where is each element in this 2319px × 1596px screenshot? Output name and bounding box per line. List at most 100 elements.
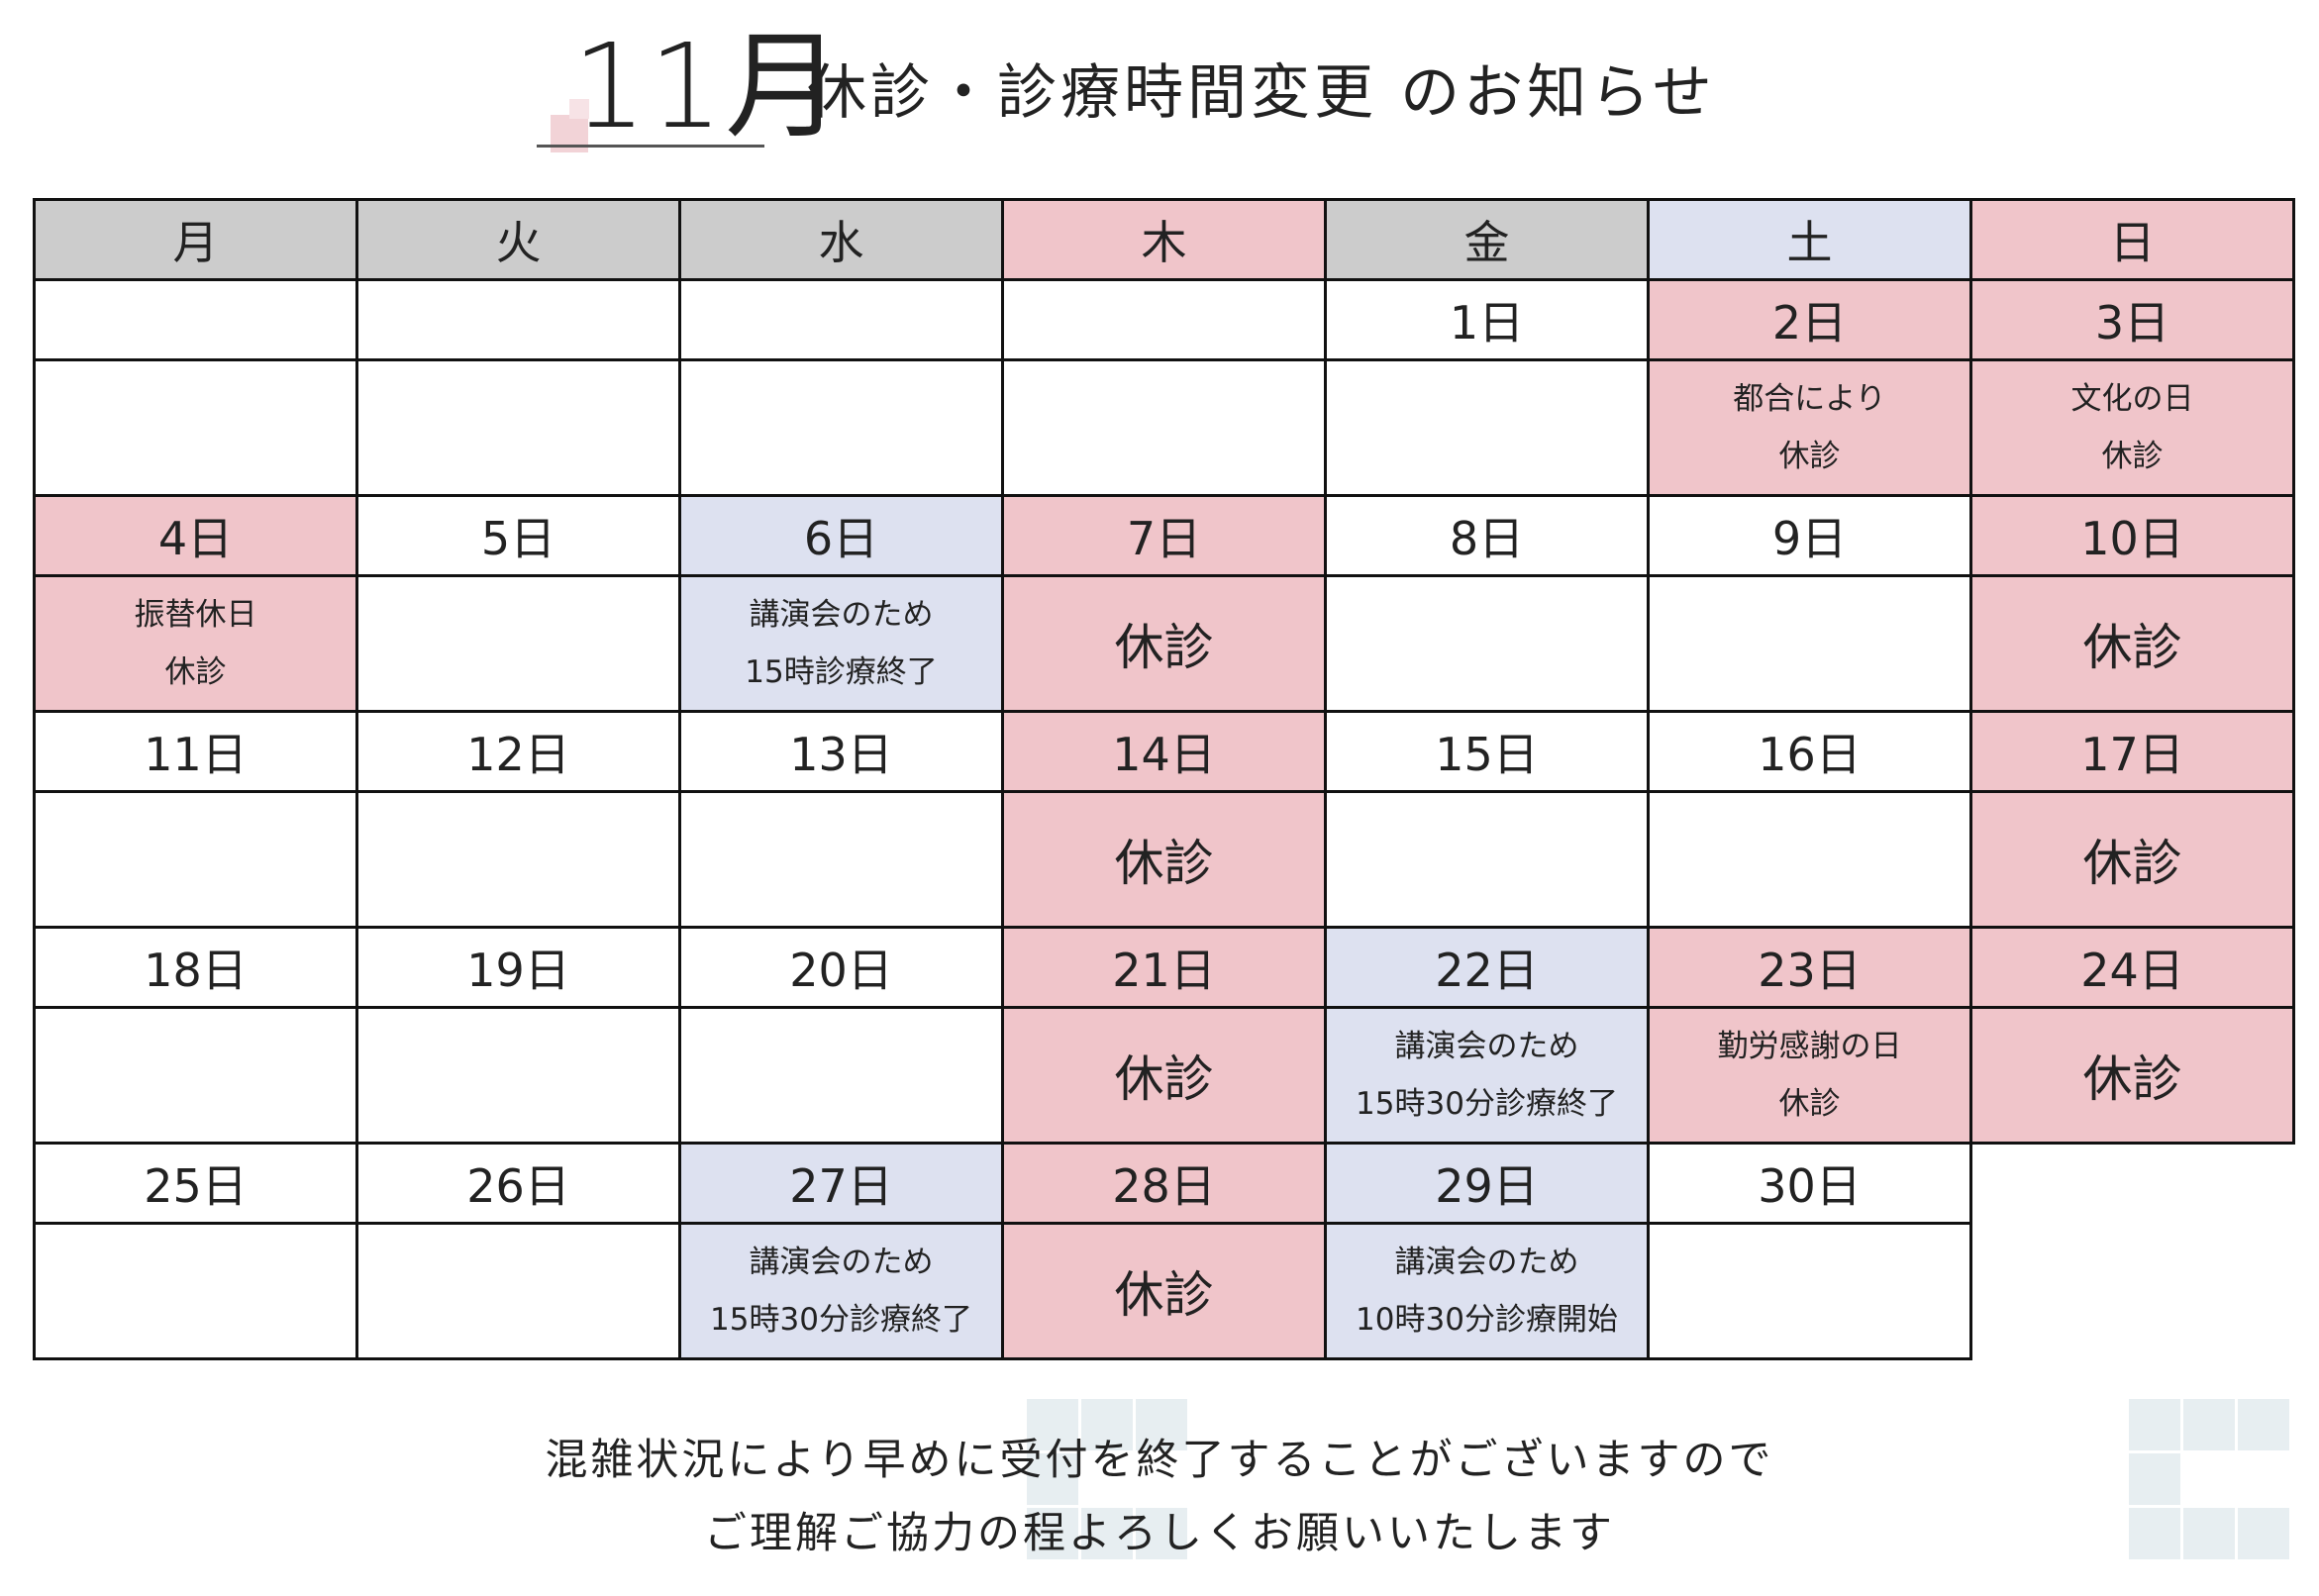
day-number — [33, 278, 358, 361]
day-note-line: 休診 — [1114, 1050, 1214, 1108]
note-row: 講演会のため 15時30分診療終了 休診 講演会のため 10時30分診療開始 — [33, 1222, 2294, 1360]
day-note: 文化の日 休診 — [1969, 358, 2295, 497]
day-note — [355, 790, 681, 929]
day-number: 15日 — [1324, 710, 1650, 793]
weekday-header: 金 — [1324, 198, 1650, 281]
day-number: 11日 — [33, 710, 358, 793]
note-row: 休診 休診 — [33, 790, 2295, 929]
day-number: 30日 — [1647, 1142, 1972, 1225]
day-number — [678, 278, 1004, 361]
day-note: 講演会のため 10時30分診療開始 — [1324, 1222, 1650, 1360]
day-note: 休診 — [1969, 790, 2295, 929]
day-number: 9日 — [1647, 494, 1972, 577]
day-note-line: 休診 — [1778, 439, 1841, 474]
day-number: 12日 — [355, 710, 681, 793]
day-note — [355, 574, 681, 713]
day-note-line: 文化の日 — [2070, 381, 2194, 417]
date-row: 1日 2日 3日 — [33, 278, 2295, 361]
day-note-line: 休診 — [1114, 835, 1214, 892]
day-note-line: 講演会のため — [1394, 1245, 1579, 1280]
day-note — [1647, 1222, 1972, 1360]
day-number: 23日 — [1647, 926, 1972, 1009]
title-decoration — [569, 99, 589, 119]
weekday-header: 土 — [1647, 198, 1972, 281]
day-note: 勤労感謝の日 休診 — [1647, 1006, 1972, 1145]
day-note — [1324, 790, 1650, 929]
day-note-line: 休診 — [2101, 439, 2164, 474]
day-number: 22日 — [1324, 926, 1650, 1009]
day-note: 振替休日 休診 — [33, 574, 358, 713]
day-number — [1001, 278, 1327, 361]
day-note-line: 15時診療終了 — [745, 654, 938, 690]
note-row: 振替休日 休診 講演会のため 15時診療終了 休診 休診 — [33, 574, 2295, 713]
date-row: 4日 5日 6日 7日 8日 9日 10日 — [33, 494, 2295, 577]
day-number: 2日 — [1647, 278, 1972, 361]
day-note: 休診 — [1001, 574, 1327, 713]
empty-cell — [1970, 1143, 2294, 1224]
day-note — [1647, 790, 1972, 929]
day-note-line: 講演会のため — [1394, 1029, 1579, 1064]
day-note — [1001, 358, 1327, 497]
day-note — [1324, 574, 1650, 713]
day-note-line: 振替休日 — [134, 597, 257, 633]
day-number: 6日 — [678, 494, 1004, 577]
day-note — [33, 1222, 358, 1360]
weekday-header: 火 — [355, 198, 681, 281]
footer-line-2: ご理解ご協力の程よろしくお願いいたします — [704, 1509, 1615, 1558]
day-note — [33, 790, 358, 929]
day-number: 3日 — [1969, 278, 2295, 361]
weekday-header: 水 — [678, 198, 1004, 281]
day-note — [678, 790, 1004, 929]
day-number: 28日 — [1001, 1142, 1327, 1225]
weekday-header: 月 — [33, 198, 358, 281]
day-note-line: 都合により — [1733, 381, 1886, 417]
day-number: 26日 — [355, 1142, 681, 1225]
day-number — [355, 278, 681, 361]
page-title: 休診・診療時間変更 のお知らせ — [807, 58, 1716, 128]
day-number: 29日 — [1324, 1142, 1650, 1225]
day-note-line: 勤労感謝の日 — [1717, 1029, 1902, 1064]
day-number: 7日 — [1001, 494, 1327, 577]
day-note — [355, 1006, 681, 1145]
day-note: 都合により 休診 — [1647, 358, 1972, 497]
day-number: 1日 — [1324, 278, 1650, 361]
day-number: 8日 — [1324, 494, 1650, 577]
day-note: 休診 — [1001, 790, 1327, 929]
day-note: 休診 — [1001, 1222, 1327, 1360]
title-underline — [537, 145, 764, 148]
day-note-line: 講演会のため — [749, 1245, 934, 1280]
day-number: 13日 — [678, 710, 1004, 793]
date-row: 25日 26日 27日 28日 29日 30日 — [33, 1142, 2294, 1225]
note-row: 休診 講演会のため 15時30分診療終了 勤労感謝の日 休診 休診 — [33, 1006, 2295, 1145]
day-note-line: 休診 — [2082, 835, 2182, 892]
empty-cell — [1970, 1223, 2294, 1359]
day-note: 講演会のため 15時30分診療終了 — [1324, 1006, 1650, 1145]
date-row: 18日 19日 20日 21日 22日 23日 24日 — [33, 926, 2295, 1009]
day-note-line: 講演会のため — [749, 597, 934, 633]
day-note — [355, 1222, 681, 1360]
day-note — [355, 358, 681, 497]
note-row: 都合により 休診 文化の日 休診 — [33, 358, 2295, 497]
date-row: 11日 12日 13日 14日 15日 16日 17日 — [33, 710, 2295, 793]
day-number: 5日 — [355, 494, 681, 577]
day-number: 19日 — [355, 926, 681, 1009]
day-note-line: 休診 — [1114, 619, 1214, 676]
weekday-header: 木 — [1001, 198, 1327, 281]
day-note — [33, 358, 358, 497]
day-number: 10日 — [1969, 494, 2295, 577]
day-note-line: 15時30分診療終了 — [710, 1302, 972, 1338]
weekday-header-row: 月火水木金土日 — [33, 198, 2295, 281]
day-note — [678, 358, 1004, 497]
day-number: 25日 — [33, 1142, 358, 1225]
day-note — [1647, 574, 1972, 713]
day-number: 20日 — [678, 926, 1004, 1009]
weekday-header: 日 — [1969, 198, 2295, 281]
day-note: 講演会のため 15時診療終了 — [678, 574, 1004, 713]
day-note-line: 休診 — [1114, 1266, 1214, 1324]
day-number: 24日 — [1969, 926, 2295, 1009]
day-note-line: 休診 — [164, 654, 227, 690]
day-number: 16日 — [1647, 710, 1972, 793]
day-note: 講演会のため 15時30分診療終了 — [678, 1222, 1004, 1360]
day-note-line: 10時30分診療開始 — [1356, 1302, 1618, 1338]
day-note-line: 休診 — [2082, 1050, 2182, 1108]
